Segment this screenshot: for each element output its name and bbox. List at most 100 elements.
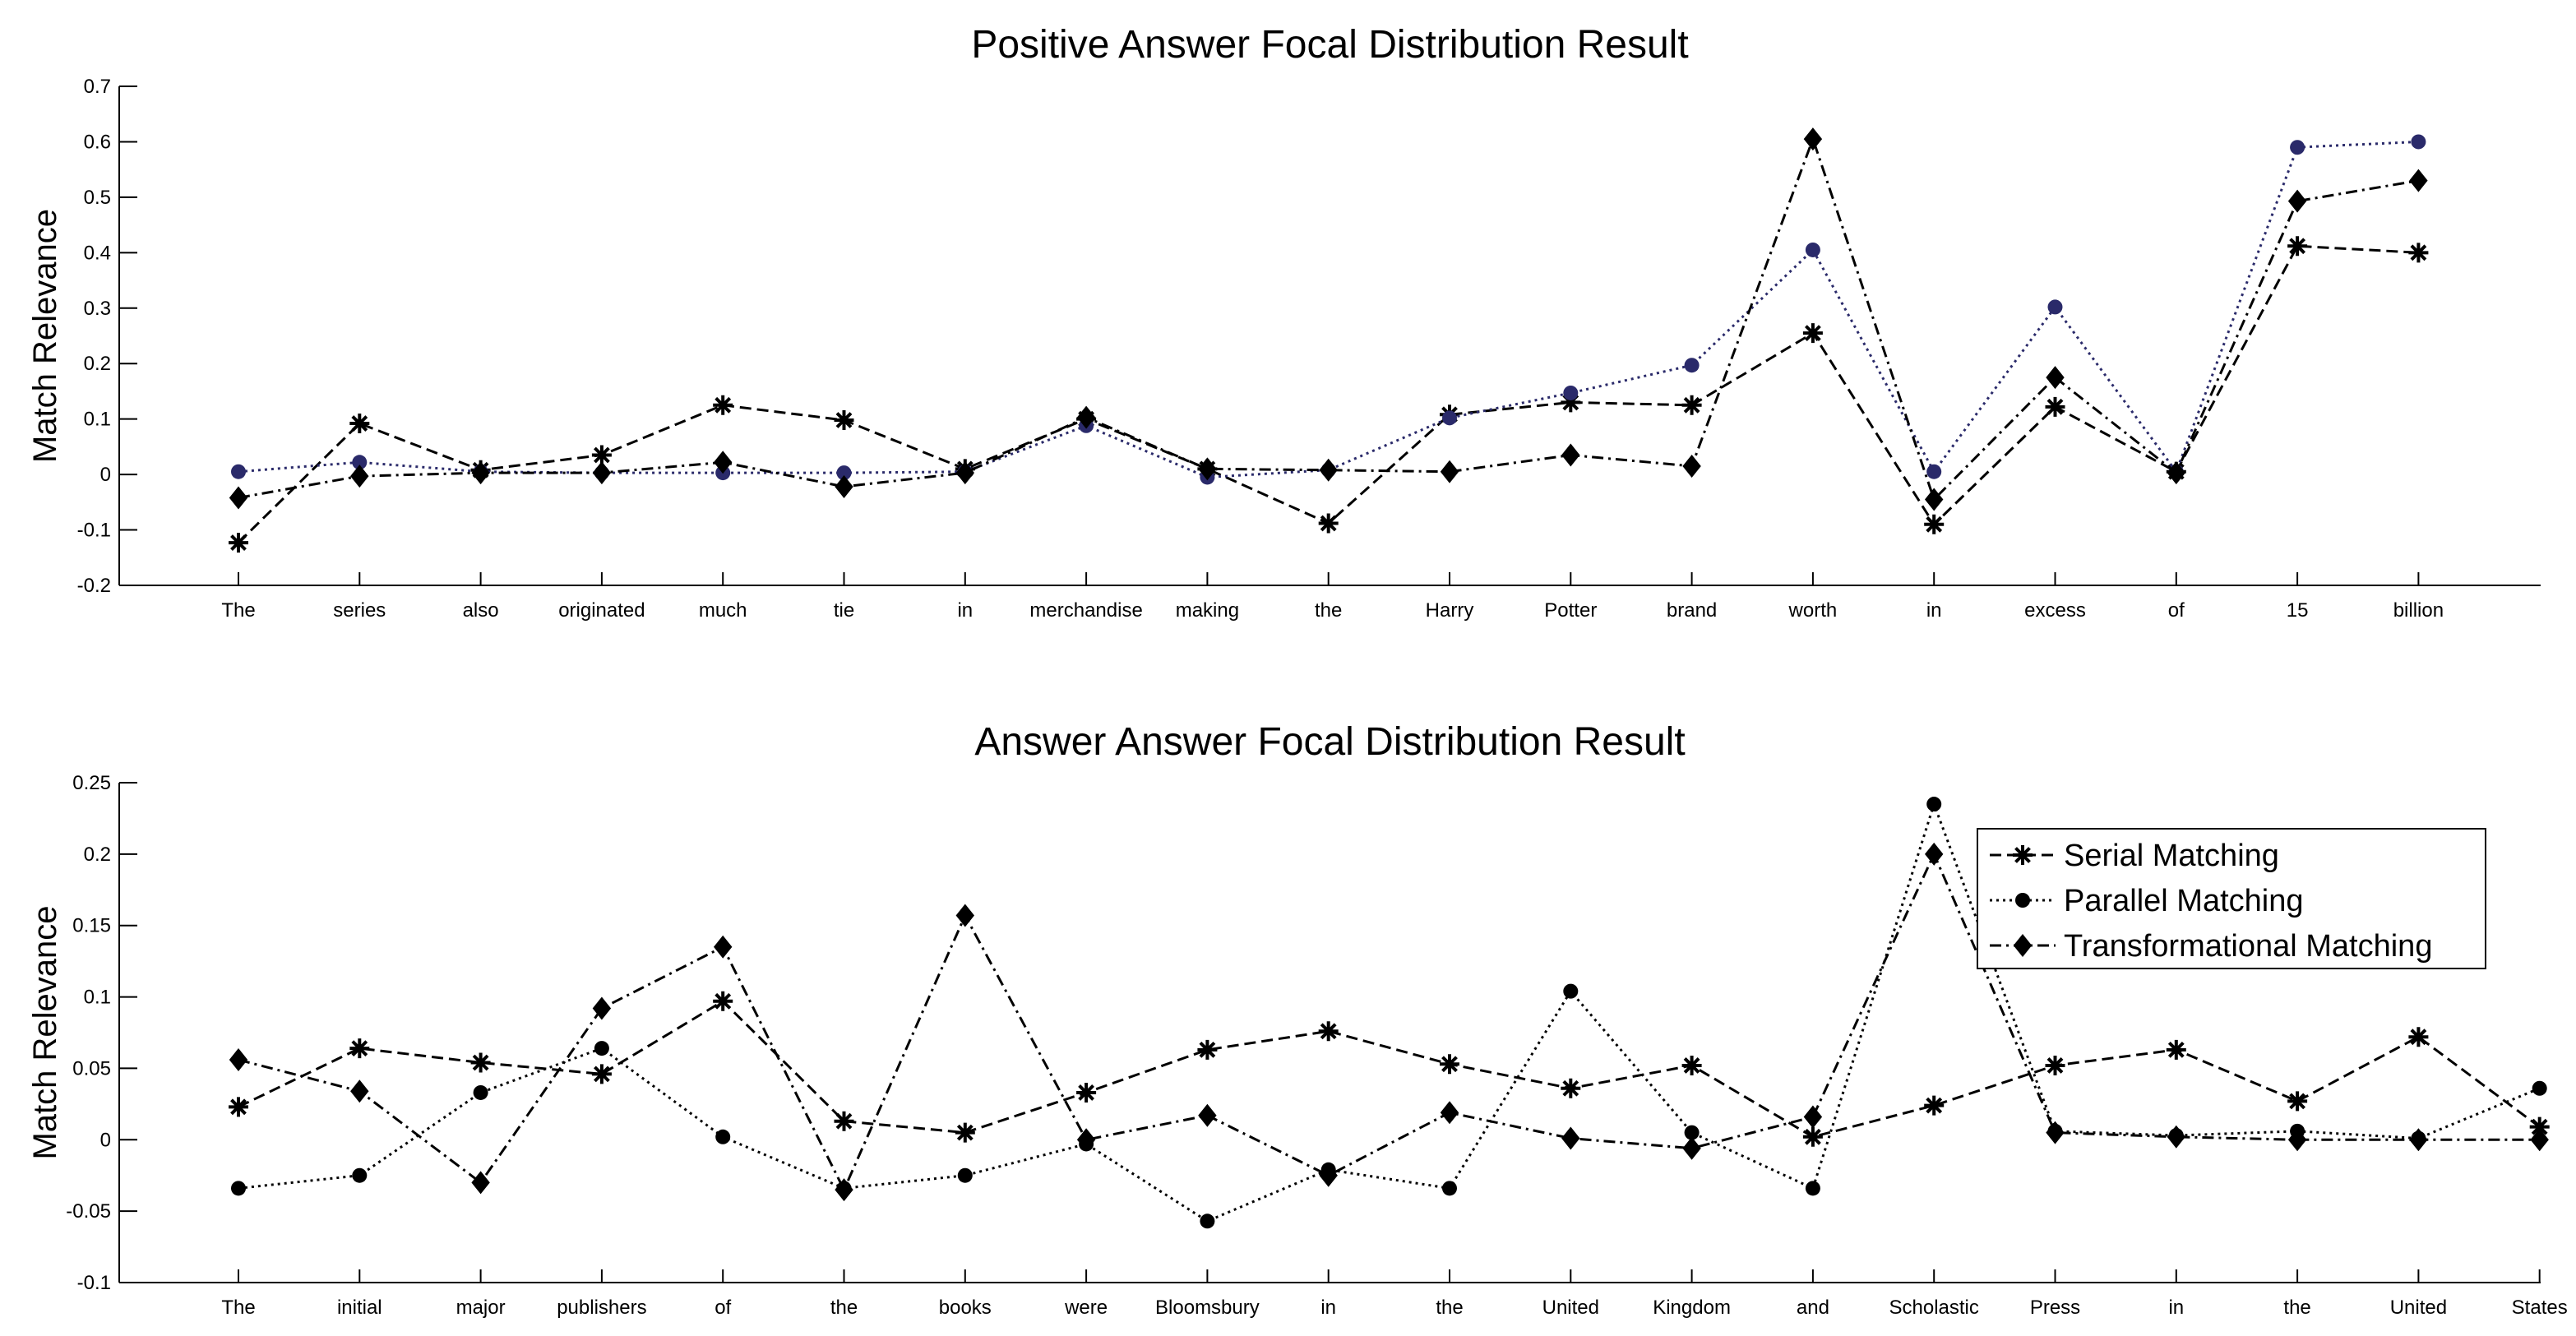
y-tick-label: 0.3 — [84, 298, 111, 320]
x-tick-label: series — [333, 599, 386, 622]
data-point — [1926, 797, 1942, 812]
data-point — [955, 461, 974, 485]
data-point — [2166, 1039, 2186, 1060]
data-point — [1561, 443, 1580, 467]
data-point — [1684, 1125, 1700, 1140]
data-point — [1198, 1103, 1217, 1127]
x-tick-label: brand — [1667, 599, 1717, 622]
data-point — [1803, 1105, 1823, 1129]
data-point — [1076, 1082, 1097, 1103]
data-point — [2287, 1128, 2307, 1152]
data-point — [229, 533, 248, 553]
data-point — [1198, 457, 1217, 481]
data-point — [1802, 323, 1823, 344]
y-tick-label: 0.1 — [84, 409, 111, 431]
data-point — [592, 996, 612, 1020]
data-point — [834, 410, 854, 431]
data-point — [1440, 460, 1459, 483]
y-tick-label: 0.4 — [84, 242, 111, 264]
data-point — [2045, 396, 2065, 417]
data-point — [594, 1041, 609, 1056]
x-tick-label: the — [830, 1297, 858, 1319]
data-point — [1926, 464, 1942, 479]
y-tick-label: 0.05 — [72, 1057, 111, 1079]
y-axis-label: Match Relevance — [27, 905, 63, 1159]
data-point — [715, 1129, 731, 1144]
data-point — [2287, 236, 2308, 257]
data-point — [1925, 842, 1944, 866]
x-tick-label: Bloomsbury — [1155, 1297, 1260, 1319]
data-point — [2532, 1080, 2547, 1096]
data-point — [1561, 392, 1581, 413]
data-point — [1805, 1181, 1820, 1196]
data-point — [471, 1171, 490, 1195]
x-tick-label: Press — [2030, 1297, 2080, 1319]
y-tick-label: 0.6 — [84, 131, 111, 153]
x-tick-label: in — [2168, 1297, 2184, 1319]
x-tick-label: worth — [1788, 599, 1838, 622]
y-tick-label: -0.1 — [77, 1272, 111, 1294]
data-point — [2409, 169, 2428, 192]
data-point — [1442, 410, 1457, 426]
x-tick-label: Kingdom — [1653, 1297, 1731, 1319]
x-tick-label: United — [2390, 1297, 2447, 1319]
x-tick-label: Harry — [1426, 599, 1474, 622]
y-tick-label: 0.2 — [84, 353, 111, 375]
data-point — [1318, 1021, 1339, 1042]
y-tick-label: -0.2 — [77, 575, 111, 597]
series-serial-matching — [229, 991, 2550, 1147]
data-point — [1682, 1136, 1701, 1160]
x-tick-label: in — [1926, 599, 1942, 622]
x-tick-label: United — [1542, 1297, 1599, 1319]
x-tick-label: States — [2512, 1297, 2568, 1319]
data-point — [957, 1167, 973, 1183]
series-line — [238, 851, 2540, 1193]
data-point — [2287, 1091, 2308, 1112]
data-point — [1681, 1055, 1702, 1075]
data-point — [231, 1181, 246, 1196]
x-tick-label: making — [1176, 599, 1239, 622]
data-point — [1924, 1095, 1945, 1116]
data-point — [1319, 1163, 1338, 1187]
data-point — [1440, 1101, 1459, 1125]
data-point — [2047, 299, 2063, 315]
data-point — [349, 414, 370, 434]
y-tick-label: 0.5 — [84, 187, 111, 209]
legend-entry: Serial Matching — [1990, 839, 2279, 873]
data-point — [714, 451, 733, 474]
data-point — [1681, 395, 1702, 415]
data-point — [2046, 366, 2065, 390]
legend-label: Serial Matching — [2064, 839, 2279, 873]
y-tick-label: 0.25 — [72, 772, 111, 794]
legend-label: Transformational Matching — [2064, 929, 2432, 964]
data-point — [2409, 1128, 2428, 1152]
series-serial-matching — [229, 236, 2429, 553]
data-point — [1802, 1126, 1823, 1147]
top-chart: Positive Answer Focal Distribution Resul… — [27, 23, 2541, 622]
x-tick-label: Scholastic — [1889, 1297, 1979, 1319]
data-point — [592, 461, 612, 485]
x-tick-label: were — [1064, 1297, 1108, 1319]
data-point — [955, 1122, 975, 1143]
data-point — [352, 1167, 368, 1183]
x-tick-label: much — [699, 599, 747, 622]
x-tick-label: publishers — [557, 1297, 646, 1319]
data-point — [1561, 1078, 1581, 1098]
data-point — [1318, 513, 1339, 534]
data-point — [835, 474, 853, 498]
data-point — [229, 1048, 248, 1072]
x-tick-label: originated — [558, 599, 645, 622]
data-point — [1805, 242, 1820, 257]
x-tick-label: and — [1797, 1297, 1829, 1319]
x-tick-label: Potter — [1544, 599, 1597, 622]
x-tick-label: in — [957, 599, 973, 622]
y-tick-label: 0.7 — [84, 76, 111, 98]
legend-marker — [2013, 934, 2033, 957]
data-point — [231, 464, 246, 479]
data-point — [714, 935, 733, 959]
x-tick-label: initial — [337, 1297, 382, 1319]
data-point — [1563, 983, 1579, 999]
data-point — [713, 991, 733, 1011]
series-line — [238, 800, 2541, 1223]
legend-entry: Transformational Matching — [1990, 929, 2432, 964]
